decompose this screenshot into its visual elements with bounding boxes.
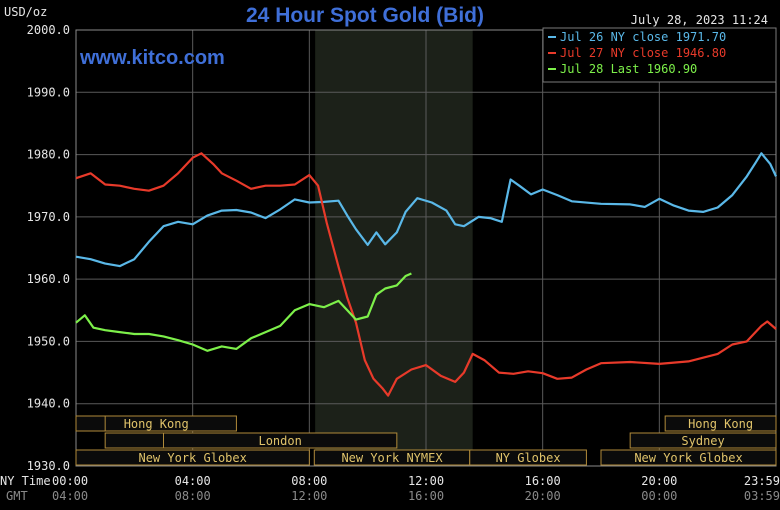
brand-watermark: www.kitco.com xyxy=(79,47,225,69)
session-label: New York Globex xyxy=(634,451,742,465)
y-tick-label: 2000.0 xyxy=(27,23,70,37)
x-tick-ny: 04:00 xyxy=(175,474,211,488)
session-bar xyxy=(75,449,310,466)
plot-frame xyxy=(75,29,777,467)
legend-entry: Jul 26 NY close 1971.70 xyxy=(560,30,726,44)
session-bar xyxy=(629,432,777,449)
y-tick-label: 1940.0 xyxy=(27,397,70,411)
session-bar xyxy=(600,449,777,466)
y-axis-ticks: 2000.0 1990.0 1980.0 1970.0 1960.0 1950.0 1940… xyxy=(27,23,70,473)
chart-title: 24 Hour Spot Gold (Bid) xyxy=(246,4,484,27)
legend-entry: Jul 28 Last 1960.90 xyxy=(560,62,697,76)
legend-box xyxy=(542,27,777,83)
x-tick-gmt: 08:00 xyxy=(175,489,211,503)
x-tick-gmt: 16:00 xyxy=(408,489,444,503)
x-tick-ny: 08:00 xyxy=(291,474,327,488)
x-tick-gmt: 20:00 xyxy=(525,489,561,503)
legend: Jul 26 NY close 1971.70 Jul 27 NY close 1… xyxy=(542,27,777,83)
y-tick-label: 1950.0 xyxy=(27,334,70,348)
session-label: Hong Kong xyxy=(688,417,753,431)
series-line-3 xyxy=(75,272,412,352)
y-tick-label: 1980.0 xyxy=(27,148,70,162)
timestamp: July 28, 2023 11:24 xyxy=(631,13,768,27)
session-label: New York NYMEX xyxy=(341,451,443,465)
x-tick-ny: 12:00 xyxy=(408,474,444,488)
ny-time-label: NY Time xyxy=(0,474,51,488)
gmt-label: GMT xyxy=(6,489,28,503)
y-tick-label: 1930.0 xyxy=(27,459,70,473)
y-tick-label: 1990.0 xyxy=(27,85,70,99)
y-tick-label: 1960.0 xyxy=(27,272,70,286)
x-tick-ny: 00:00 xyxy=(52,474,88,488)
price-series xyxy=(75,152,777,397)
session-label: NY Globex xyxy=(496,451,561,465)
series-line-2 xyxy=(75,152,777,397)
x-tick-ny: 20:00 xyxy=(641,474,677,488)
y-tick-label: 1970.0 xyxy=(27,210,70,224)
session-label: New York Globex xyxy=(138,451,246,465)
series-line-1 xyxy=(75,152,777,268)
session-label: London xyxy=(258,434,301,448)
session-bar xyxy=(469,449,587,466)
session-bar xyxy=(75,415,106,432)
x-tick-gmt: 03:59 xyxy=(744,489,780,503)
legend-entry: Jul 27 NY close 1946.80 xyxy=(560,46,726,60)
session-bar xyxy=(104,432,164,449)
grid-lines xyxy=(75,29,777,467)
x-tick-ny: 16:00 xyxy=(525,474,561,488)
session-label: Sydney xyxy=(681,434,724,448)
x-axis-ticks: 00:0004:0004:0008:0008:0012:0012:0016:00… xyxy=(52,474,780,503)
x-tick-ny: 23:59 xyxy=(744,474,780,488)
nymex-highlight-band xyxy=(315,30,473,466)
x-tick-gmt: 00:00 xyxy=(641,489,677,503)
session-label: Hong Kong xyxy=(124,417,189,431)
trading-sessions: Hong Kong London New York Globex New York N… xyxy=(75,415,777,466)
x-tick-gmt: 04:00 xyxy=(52,489,88,503)
session-bar xyxy=(664,415,777,432)
unit-label: USD/oz xyxy=(4,5,47,19)
x-tick-gmt: 12:00 xyxy=(291,489,327,503)
